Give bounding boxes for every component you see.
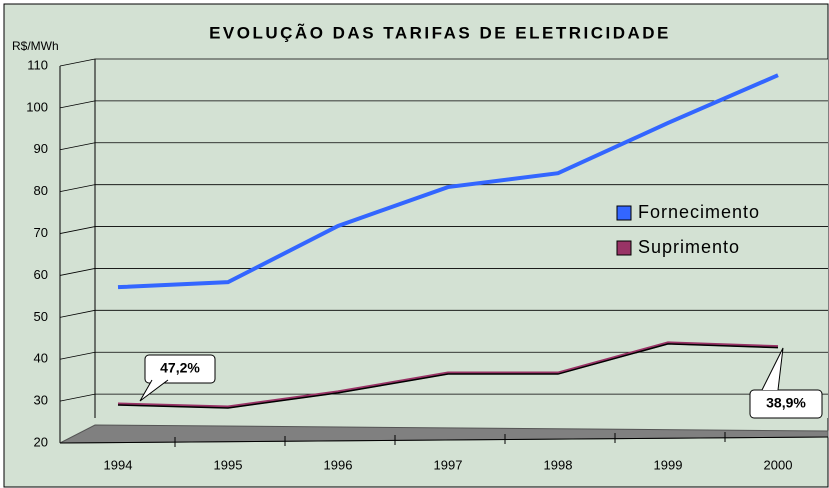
x-tick-label: 1995 xyxy=(214,457,243,472)
x-tick-label: 1998 xyxy=(544,457,573,472)
y-tick-label: 40 xyxy=(34,351,48,366)
callout-label: 38,9% xyxy=(766,395,806,411)
y-tick-label: 90 xyxy=(34,141,48,156)
y-tick-label: 110 xyxy=(27,57,48,72)
y-tick-label: 80 xyxy=(34,183,48,198)
line-series xyxy=(117,341,779,409)
chart-title: EVOLUÇÃO DAS TARIFAS DE ELETRICIDADE xyxy=(209,22,671,42)
line-edge xyxy=(117,343,779,409)
plot-wall xyxy=(95,59,828,418)
line-series xyxy=(117,73,779,290)
legend-swatch xyxy=(616,240,632,256)
x-tick-label: 1999 xyxy=(654,457,683,472)
y-tick-label: 20 xyxy=(34,434,48,449)
x-axis xyxy=(59,436,829,444)
legend-swatch xyxy=(616,205,632,221)
x-tick-label: 1994 xyxy=(104,457,133,472)
y-axis-label: R$/MWh xyxy=(12,39,59,53)
y-tick-label: 100 xyxy=(26,99,48,114)
callout-pointer xyxy=(761,347,784,391)
callout-box xyxy=(144,354,216,384)
x-tick-label: 1997 xyxy=(434,457,463,472)
callout-pointer xyxy=(139,379,169,402)
y-tick-label: 70 xyxy=(34,225,48,240)
x-tick-label: 2000 xyxy=(764,457,793,472)
callout-label: 47,2% xyxy=(160,360,200,376)
y-tick-label: 30 xyxy=(34,393,48,408)
y-tick-label: 50 xyxy=(34,309,48,324)
callout-box xyxy=(749,389,823,419)
x-tick-label: 1996 xyxy=(324,457,353,472)
legend-label: Fornecimento xyxy=(638,202,760,222)
y-tick-label: 60 xyxy=(34,267,48,282)
legend-label: Suprimento xyxy=(638,237,740,257)
